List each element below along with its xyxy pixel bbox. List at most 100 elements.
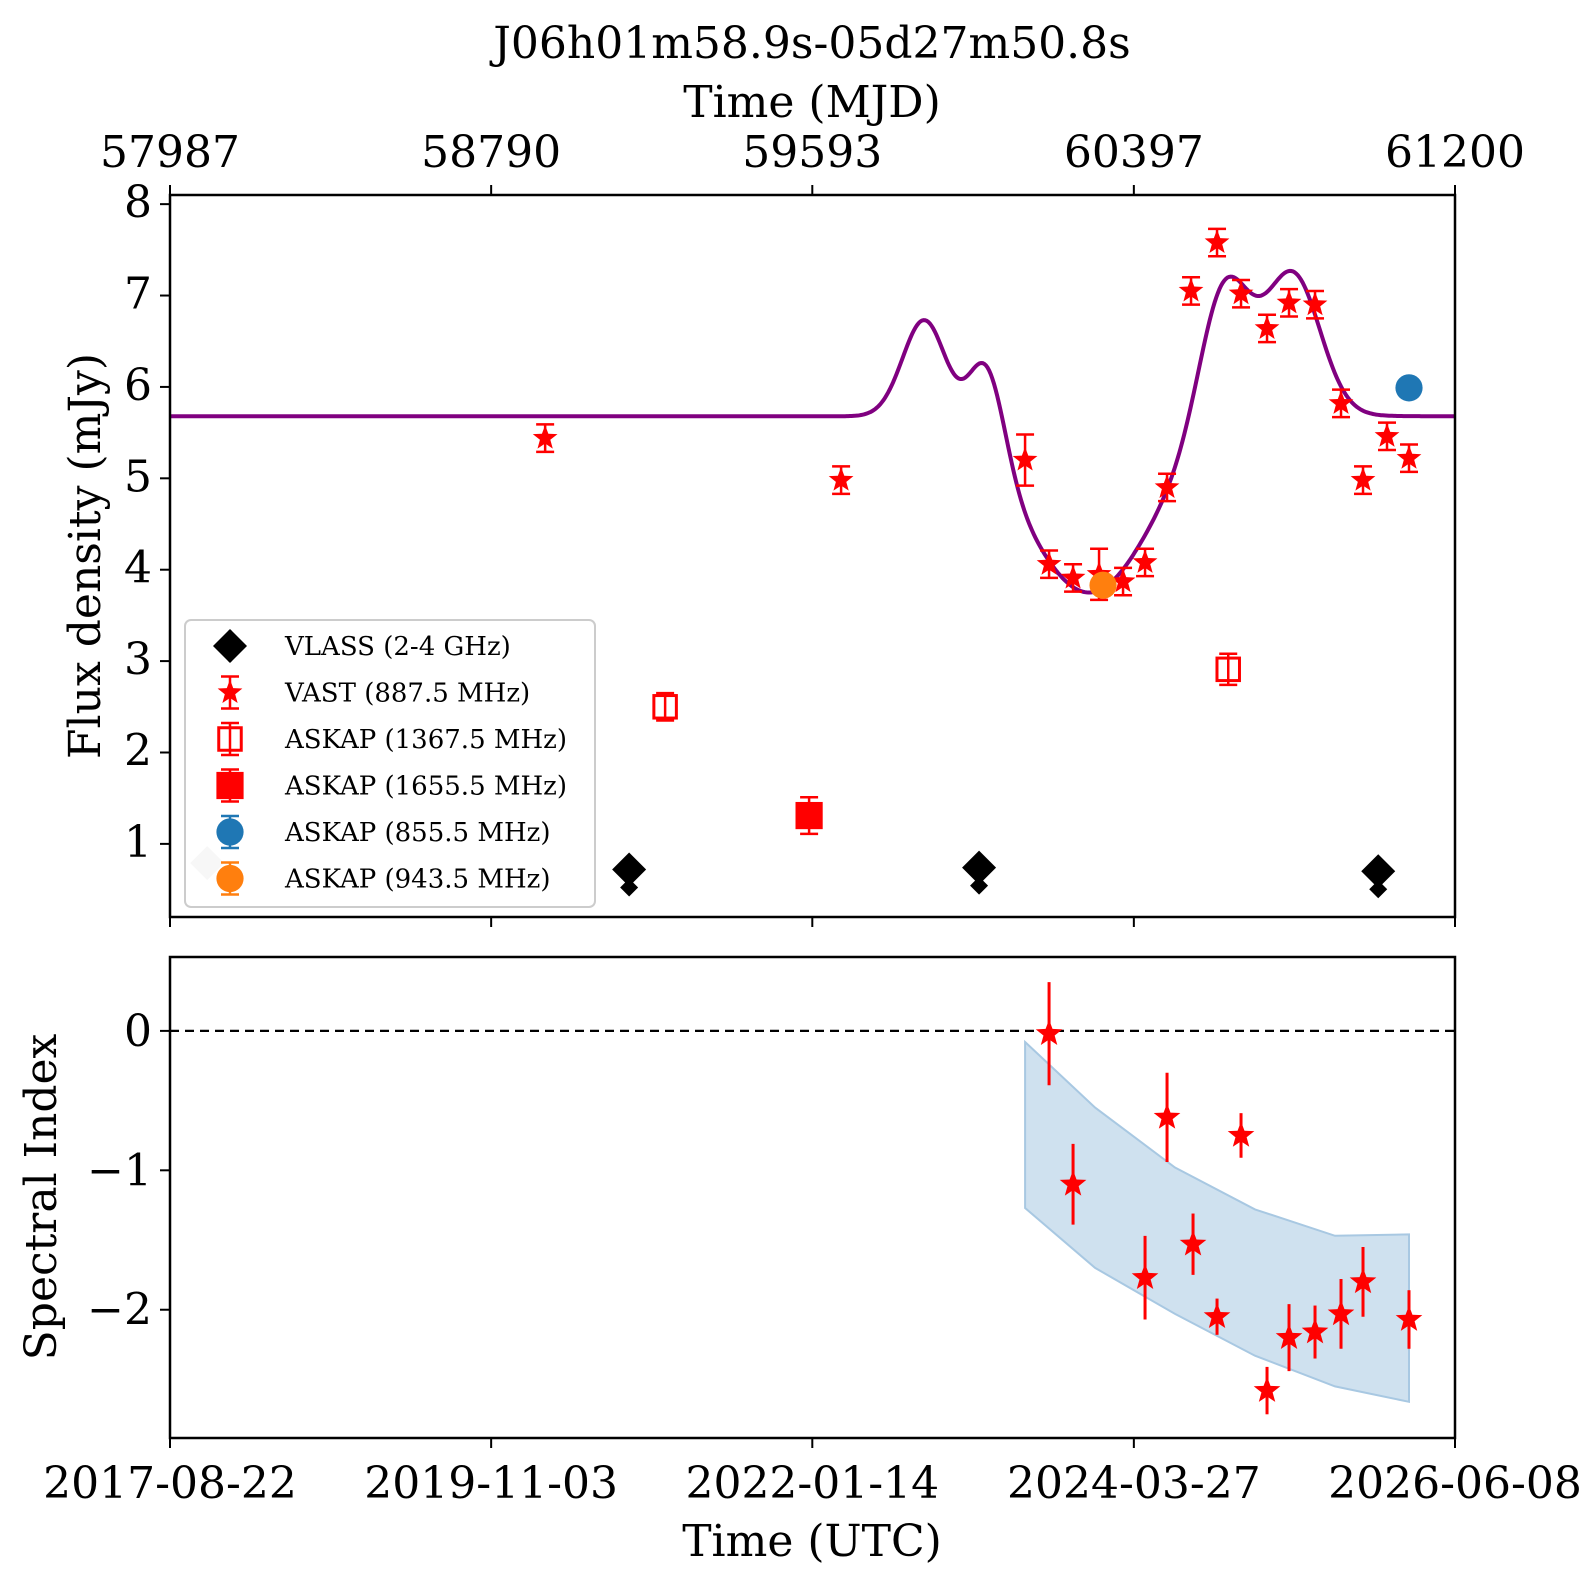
data-point: [1374, 423, 1400, 447]
top-y-axis-label: Flux density (mJy): [60, 353, 111, 759]
data-point: [1396, 445, 1422, 469]
data-point: [1132, 549, 1158, 573]
y-tick-label: 1: [124, 817, 152, 868]
model-curve: [170, 268, 1455, 595]
legend-label: ASKAP (943.5 MHz): [284, 865, 550, 895]
data-point: [1215, 656, 1241, 683]
legend-entry: VLASS (2-4 GHz): [213, 629, 511, 663]
data-point: [828, 467, 854, 491]
spectral-plot-area: [170, 982, 1455, 1415]
data-point: [1035, 1019, 1063, 1046]
data-point: [1275, 1323, 1303, 1349]
data-point: [1131, 1263, 1159, 1289]
y-tick-label: 7: [124, 269, 152, 320]
legend-entry: ASKAP (943.5 MHz): [216, 861, 550, 896]
x-tick-label: 2019-11-03: [364, 1458, 618, 1509]
y-tick-label: 2: [124, 725, 152, 776]
top-x-tick-label: 60397: [1064, 127, 1204, 178]
legend-label: ASKAP (1655.5 MHz): [284, 772, 567, 802]
data-point: [1227, 1121, 1255, 1147]
data-point: [962, 850, 997, 885]
legend-marker: [216, 864, 244, 893]
y-tick-label: 3: [124, 634, 152, 685]
legend-entry: VAST (887.5 MHz): [217, 675, 530, 710]
data-point: [612, 852, 647, 887]
data-point: [1059, 1170, 1087, 1196]
error-bar: [656, 691, 675, 722]
bottom-axes-frame: [168, 955, 1457, 1440]
legend-label: VAST (887.5 MHz): [284, 679, 530, 709]
x-tick-label: 2026-06-08: [1328, 1458, 1580, 1509]
data-point: [1036, 551, 1062, 575]
upper-limit-marker: [1369, 880, 1388, 899]
y-tick-label: 0: [124, 1006, 152, 1057]
series-askap-1655-5-mhz-: [795, 796, 823, 836]
data-point: [1012, 447, 1038, 471]
data-point: [1110, 568, 1136, 593]
y-tick-label: 6: [124, 360, 152, 411]
top-x-tick-label: 59593: [742, 127, 882, 178]
legend-entry: ASKAP (1655.5 MHz): [216, 768, 567, 803]
y-tick-label: 5: [124, 451, 152, 502]
data-point: [1204, 229, 1230, 254]
data-point: [652, 694, 678, 720]
series-vast-887-5-mhz-: [532, 227, 1422, 602]
legend-marker: [216, 818, 244, 846]
data-point: [1276, 289, 1302, 314]
data-point: [1178, 277, 1204, 302]
legend-marker: [217, 726, 243, 752]
bottom-y-axis-label: Spectral Index: [16, 1033, 67, 1360]
data-point: [1253, 1376, 1281, 1402]
legend-marker: [213, 629, 247, 663]
series-askap-943-5-mhz-: [1089, 571, 1117, 599]
legend-box: [184, 619, 596, 908]
confidence-band: [1024, 1039, 1410, 1404]
x-tick-label: 2022-01-14: [685, 1458, 939, 1509]
data-point: [1328, 390, 1354, 414]
data-point: [795, 801, 823, 830]
series-vlass-2-4-ghz-: [612, 850, 1396, 899]
data-point: [532, 425, 558, 449]
data-point: [1395, 374, 1423, 402]
bottom-axis-label: Time (UTC): [682, 1516, 942, 1567]
y-tick-label: −2: [87, 1285, 152, 1336]
top-axis-label: Time (MJD): [683, 77, 940, 128]
data-point: [1327, 1299, 1355, 1326]
x-tick-label: 2024-03-27: [1007, 1458, 1261, 1509]
data-point: [1254, 315, 1280, 339]
legend-entry: ASKAP (1367.5 MHz): [217, 721, 567, 757]
x-tick-label: 2017-08-22: [43, 1458, 297, 1509]
data-point: [1395, 1305, 1423, 1331]
upper-limit-marker: [620, 878, 639, 897]
data-point: [1302, 291, 1328, 316]
data-point: [1203, 1302, 1231, 1329]
data-point: [1228, 280, 1254, 305]
chart-title: J06h01m58.9s-05d27m50.8s: [489, 18, 1131, 69]
top-x-tick-label: 61200: [1385, 127, 1525, 178]
data-point: [1089, 571, 1117, 599]
data-point: [1361, 854, 1396, 889]
spectral-index-panel: 0 −1 −2 2017-08-22 2019-11-03 2022-01-14 2024-…: [43, 955, 1580, 1509]
series-spectral-index: [1035, 982, 1423, 1415]
legend-label: VLASS (2-4 GHz): [284, 632, 511, 662]
data-point: [1301, 1318, 1329, 1344]
y-tick-label: 8: [124, 177, 152, 228]
legend-entry: ASKAP (855.5 MHz): [216, 814, 550, 850]
legend-label: ASKAP (855.5 MHz): [284, 818, 550, 848]
upper-limit-marker: [970, 876, 989, 895]
series-askap-1367-5-mhz-: [652, 652, 1241, 722]
y-tick-label: −1: [87, 1145, 152, 1196]
legend: VLASS (2-4 GHz) VAST (887.5 MHz) ASKAP (13…: [184, 619, 596, 908]
flux-plot-area: [170, 227, 1455, 899]
top-x-tick-label: 57987: [100, 127, 240, 178]
data-point: [1349, 1267, 1377, 1294]
y-tick-label: 4: [124, 543, 152, 594]
data-point: [1060, 564, 1086, 589]
legend-marker: [217, 679, 243, 704]
data-point: [1179, 1230, 1207, 1256]
data-point: [1153, 1103, 1181, 1129]
top-x-tick-label: 58790: [421, 127, 561, 178]
legend-label: ASKAP (1367.5 MHz): [284, 725, 567, 755]
